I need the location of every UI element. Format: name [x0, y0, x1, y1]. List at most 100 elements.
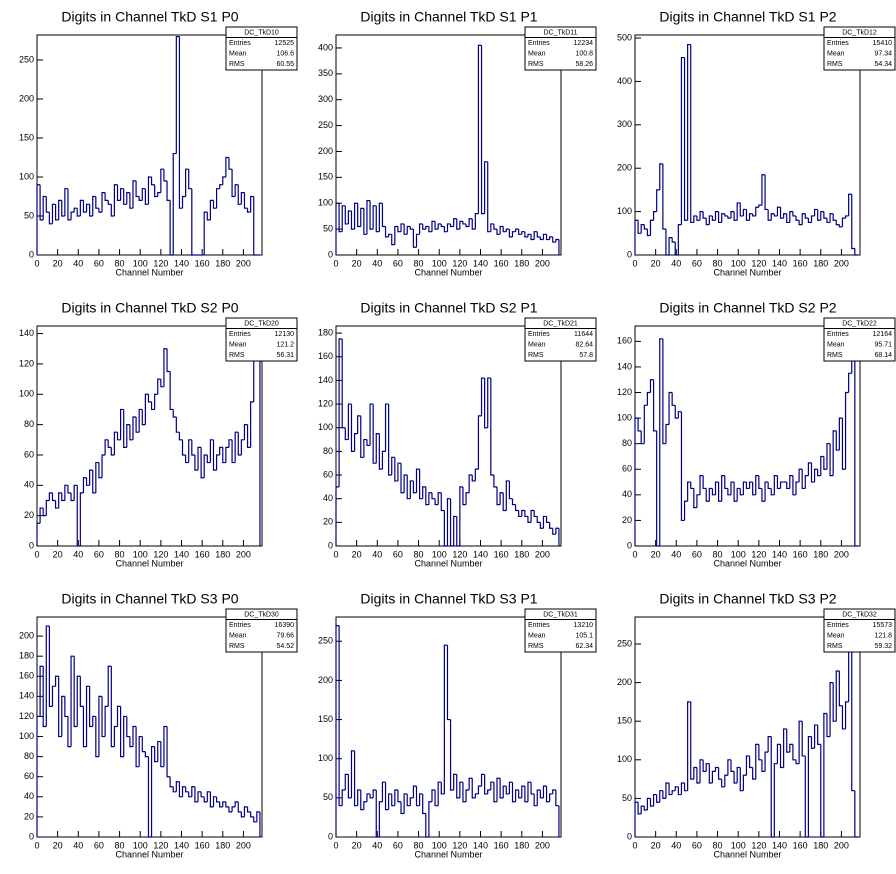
y-tick-label: 0 [627, 831, 632, 841]
x-tick-label: 140 [772, 258, 787, 268]
histogram-bin [250, 195, 254, 213]
histogram-bin [634, 219, 639, 255]
histogram-bin [844, 701, 849, 729]
histogram-bin [480, 45, 485, 215]
histogram-bin [141, 188, 146, 201]
histogram-bin [807, 218, 812, 224]
histogram-bin [335, 202, 340, 255]
histogram-bin [51, 685, 56, 707]
histogram-bin [126, 191, 130, 205]
histogram-bin [502, 785, 507, 798]
stats-value: 58.26 [575, 61, 593, 68]
histogram-bin [714, 481, 719, 495]
histogram-bin [154, 184, 158, 198]
histogram-bin [181, 786, 186, 797]
histogram-bin [813, 468, 818, 483]
histogram-bin [150, 176, 155, 186]
x-tick-label: 100 [432, 840, 447, 850]
y-tick-label: 160 [19, 671, 34, 681]
histogram-bin [129, 192, 133, 209]
histogram-bin [61, 200, 65, 217]
y-tick-label: 120 [617, 387, 632, 397]
histogram-bin [375, 433, 380, 464]
histogram-bin [789, 743, 793, 753]
plot-frame [634, 616, 861, 838]
stats-value: 57.8 [579, 352, 593, 359]
histogram-bin [104, 192, 109, 201]
histogram-bin [496, 777, 501, 802]
histogram-bin [178, 36, 183, 209]
histogram-bin [742, 774, 747, 791]
y-tick-label: 250 [19, 54, 34, 64]
histogram-bin [690, 701, 694, 780]
histogram-bin [683, 500, 688, 521]
histogram-bin [42, 195, 47, 220]
stats-box [524, 26, 597, 71]
histogram-bin [212, 796, 217, 807]
histogram-bin [191, 439, 195, 456]
histogram-bin [542, 515, 547, 529]
y-tick-label: 20 [323, 517, 333, 527]
histogram-bin [677, 786, 682, 796]
stats-box [524, 317, 597, 362]
histogram-bin [206, 454, 211, 464]
stats-value: 121.8 [874, 633, 892, 640]
histogram-bin [767, 482, 772, 490]
histogram-bin [58, 199, 62, 220]
histogram-bin [646, 797, 651, 810]
histogram-bin [829, 213, 834, 223]
y-tick-label: 60 [622, 464, 632, 474]
histogram-bin [779, 744, 784, 769]
histogram-bin [674, 786, 679, 791]
histogram-bin [428, 226, 432, 233]
histogram-bin [384, 782, 389, 811]
stats-label: RMS [229, 352, 245, 359]
x-tick-label: 200 [834, 840, 849, 850]
histogram-bin [39, 184, 44, 221]
stats-name: DC_TkD11 [543, 30, 577, 37]
histogram-bin [422, 486, 426, 499]
x-tick-label: 100 [133, 549, 148, 559]
x-tick-label: 80 [115, 840, 125, 850]
histogram-bin [521, 509, 525, 517]
histogram-bin [539, 236, 544, 241]
x-tick-label: 180 [813, 258, 828, 268]
histogram-bin [363, 801, 367, 810]
histogram-bin [42, 508, 47, 517]
histogram-bin [225, 156, 229, 177]
histogram-bin [696, 494, 701, 508]
histogram-bin [810, 215, 815, 223]
histogram-bin [70, 655, 75, 747]
histogram-bin [465, 492, 470, 505]
stats-box [225, 26, 298, 71]
histogram-bin [366, 793, 371, 802]
stats-value: 95.71 [874, 342, 892, 349]
histogram-bin [113, 431, 118, 455]
stats-label: RMS [229, 61, 245, 68]
histogram-bin [552, 236, 556, 243]
histogram-bin [776, 206, 781, 216]
histogram-bin [511, 498, 516, 506]
histogram-bin [243, 806, 248, 817]
histogram-bin [228, 439, 233, 448]
histogram-bin [391, 456, 395, 476]
x-tick-label: 20 [651, 840, 661, 850]
histogram-bin [730, 211, 735, 219]
stats-value: 100.8 [575, 51, 593, 58]
histogram-bin [203, 796, 208, 803]
histogram-bin [659, 163, 663, 190]
histogram-bin [838, 671, 843, 707]
x-tick-label: 120 [452, 549, 467, 559]
histogram-bin [82, 477, 87, 493]
x-tick-label: 0 [34, 258, 39, 268]
histogram-bin [144, 393, 149, 425]
stats-label: Mean [528, 633, 546, 640]
histogram-bin [773, 475, 778, 495]
histogram-bin [748, 481, 753, 489]
histogram-bin [347, 403, 352, 440]
histogram-bin [178, 432, 183, 441]
histogram-bin [123, 409, 127, 448]
histogram-bin [690, 482, 694, 490]
stats-value: 15410 [873, 40, 893, 47]
histogram-bin [191, 188, 195, 256]
